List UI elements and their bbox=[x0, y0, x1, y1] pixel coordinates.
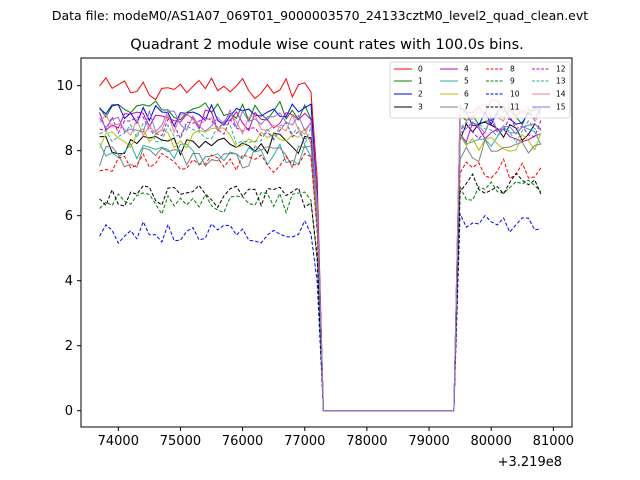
y-tick-label: 10 bbox=[56, 79, 73, 94]
x-tick-label: 77000 bbox=[284, 434, 325, 449]
x-axis-offset-label: +3.219e8 bbox=[498, 455, 562, 470]
legend-label-15: 15 bbox=[556, 103, 566, 112]
chart-title: Quadrant 2 module wise count rates with … bbox=[130, 37, 524, 53]
legend-label-13: 13 bbox=[556, 77, 566, 86]
legend-box bbox=[389, 61, 571, 119]
legend-label-14: 14 bbox=[556, 90, 566, 99]
y-tick-label: 6 bbox=[65, 209, 73, 224]
axes-frame bbox=[80, 57, 573, 428]
x-tick-label: 75000 bbox=[160, 434, 201, 449]
x-axis: 74000 75000 76000 77000 78000 79000 80000 81000 bbox=[98, 427, 574, 449]
legend-label-1: 1 bbox=[418, 77, 423, 86]
x-tick-label: 74000 bbox=[98, 434, 139, 449]
legend-label-10: 10 bbox=[510, 90, 520, 99]
series-line-10 bbox=[99, 213, 541, 412]
series-line-1 bbox=[99, 100, 542, 412]
legend-label-7: 7 bbox=[464, 103, 469, 112]
x-tick-label: 81000 bbox=[533, 434, 574, 449]
figure-suptitle: Data file: modeM0/AS1A07_069T01_90000035… bbox=[52, 8, 588, 23]
series-line-7 bbox=[99, 138, 542, 412]
legend-label-12: 12 bbox=[556, 65, 566, 74]
x-tick-label: 79000 bbox=[408, 434, 449, 449]
legend-label-8: 8 bbox=[510, 65, 515, 74]
legend-label-11: 11 bbox=[510, 103, 520, 112]
legend-label-3: 3 bbox=[418, 103, 423, 112]
x-tick-label: 76000 bbox=[222, 434, 263, 449]
y-tick-label: 4 bbox=[65, 274, 73, 289]
legend-label-6: 6 bbox=[464, 90, 469, 99]
series-line-13 bbox=[99, 120, 541, 412]
y-tick-label: 8 bbox=[65, 144, 73, 159]
series-line-15 bbox=[99, 108, 542, 412]
series-line-5 bbox=[99, 126, 542, 412]
legend-label-9: 9 bbox=[510, 77, 515, 86]
x-tick-label: 80000 bbox=[471, 434, 512, 449]
series-line-11 bbox=[99, 172, 542, 412]
legend-label-4: 4 bbox=[464, 65, 469, 74]
legend-label-5: 5 bbox=[464, 77, 469, 86]
series-line-8 bbox=[99, 152, 542, 412]
y-axis: 0 2 4 6 8 10 bbox=[56, 79, 81, 419]
x-tick-label: 78000 bbox=[346, 434, 387, 449]
y-tick-label: 0 bbox=[65, 404, 73, 419]
series-layer bbox=[99, 77, 542, 412]
legend-label-0: 0 bbox=[418, 65, 423, 74]
series-line-6 bbox=[99, 127, 542, 412]
legend-label-2: 2 bbox=[418, 90, 423, 99]
y-tick-label: 2 bbox=[65, 339, 73, 354]
